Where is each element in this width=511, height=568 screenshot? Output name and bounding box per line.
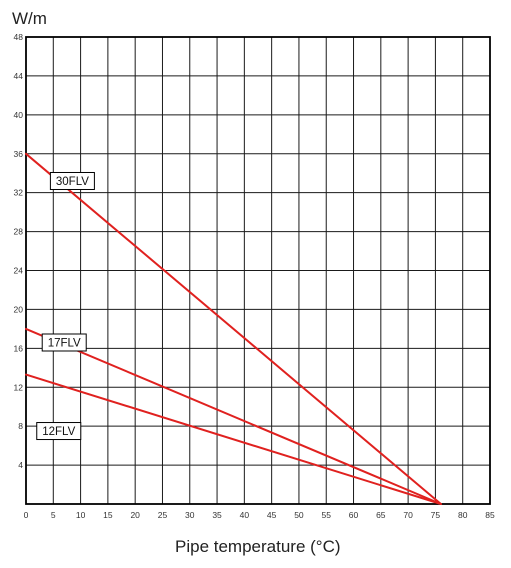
x-tick-label: 50: [294, 510, 304, 520]
grid: [25, 36, 491, 505]
y-axis-unit: W/m: [12, 9, 47, 28]
x-tick-label: 35: [212, 510, 222, 520]
series-lines: [25, 152, 442, 505]
x-tick-labels: 0 5 10 15 20 25 30 35 40 45 50 55 60 65 70 75 80 85: [24, 510, 495, 520]
x-tick-label: 45: [267, 510, 277, 520]
x-tick-label: 85: [485, 510, 495, 520]
plot-frame: [25, 36, 491, 505]
x-tick-label: 0: [24, 510, 29, 520]
x-tick-label: 25: [158, 510, 168, 520]
y-tick-label: 32: [14, 188, 24, 198]
series-label-text: 17FLV: [48, 337, 81, 349]
y-tick-label: 4: [18, 460, 23, 470]
y-tick-label: 44: [14, 71, 24, 81]
x-tick-label: 60: [349, 510, 359, 520]
series-label-box: [49, 171, 95, 190]
y-tick-label: 16: [14, 343, 24, 353]
x-tick-label: 40: [240, 510, 250, 520]
series-label-text: 12FLV: [42, 426, 75, 438]
y-tick-label: 12: [14, 382, 24, 392]
x-tick-label: 10: [76, 510, 86, 520]
y-tick-label: 36: [14, 149, 24, 159]
x-tick-label: 80: [458, 510, 468, 520]
series-line-30flv: [25, 152, 442, 505]
x-tick-label: 55: [322, 510, 332, 520]
y-tick-label: 8: [18, 421, 23, 431]
series-label-17flv: 17FLV: [41, 333, 87, 352]
series-label-box: [36, 422, 82, 441]
series-label-12flv: 12FLV: [36, 422, 82, 441]
y-tick-label: 24: [14, 266, 24, 276]
x-tick-label: 70: [403, 510, 413, 520]
y-tick-label: 20: [14, 304, 24, 314]
y-tick-label: 28: [14, 227, 24, 237]
x-tick-label: 5: [51, 510, 56, 520]
x-tick-label: 65: [376, 510, 386, 520]
x-tick-label: 15: [103, 510, 113, 520]
series-label-box: [41, 333, 87, 352]
series-line-17flv: [25, 327, 442, 505]
series-label-text: 30FLV: [56, 176, 89, 188]
series-label-30flv: 30FLV: [49, 171, 95, 190]
x-axis-label: Pipe temperature (°C): [175, 537, 341, 556]
y-tick-label: 40: [14, 110, 24, 120]
x-tick-label: 20: [130, 510, 140, 520]
y-tick-label: 48: [14, 32, 24, 42]
series-line-12flv: [25, 373, 442, 505]
x-tick-label: 30: [185, 510, 195, 520]
series-labels: 30FLV 17FLV 12FLV: [36, 171, 95, 441]
x-tick-label: 75: [431, 510, 441, 520]
